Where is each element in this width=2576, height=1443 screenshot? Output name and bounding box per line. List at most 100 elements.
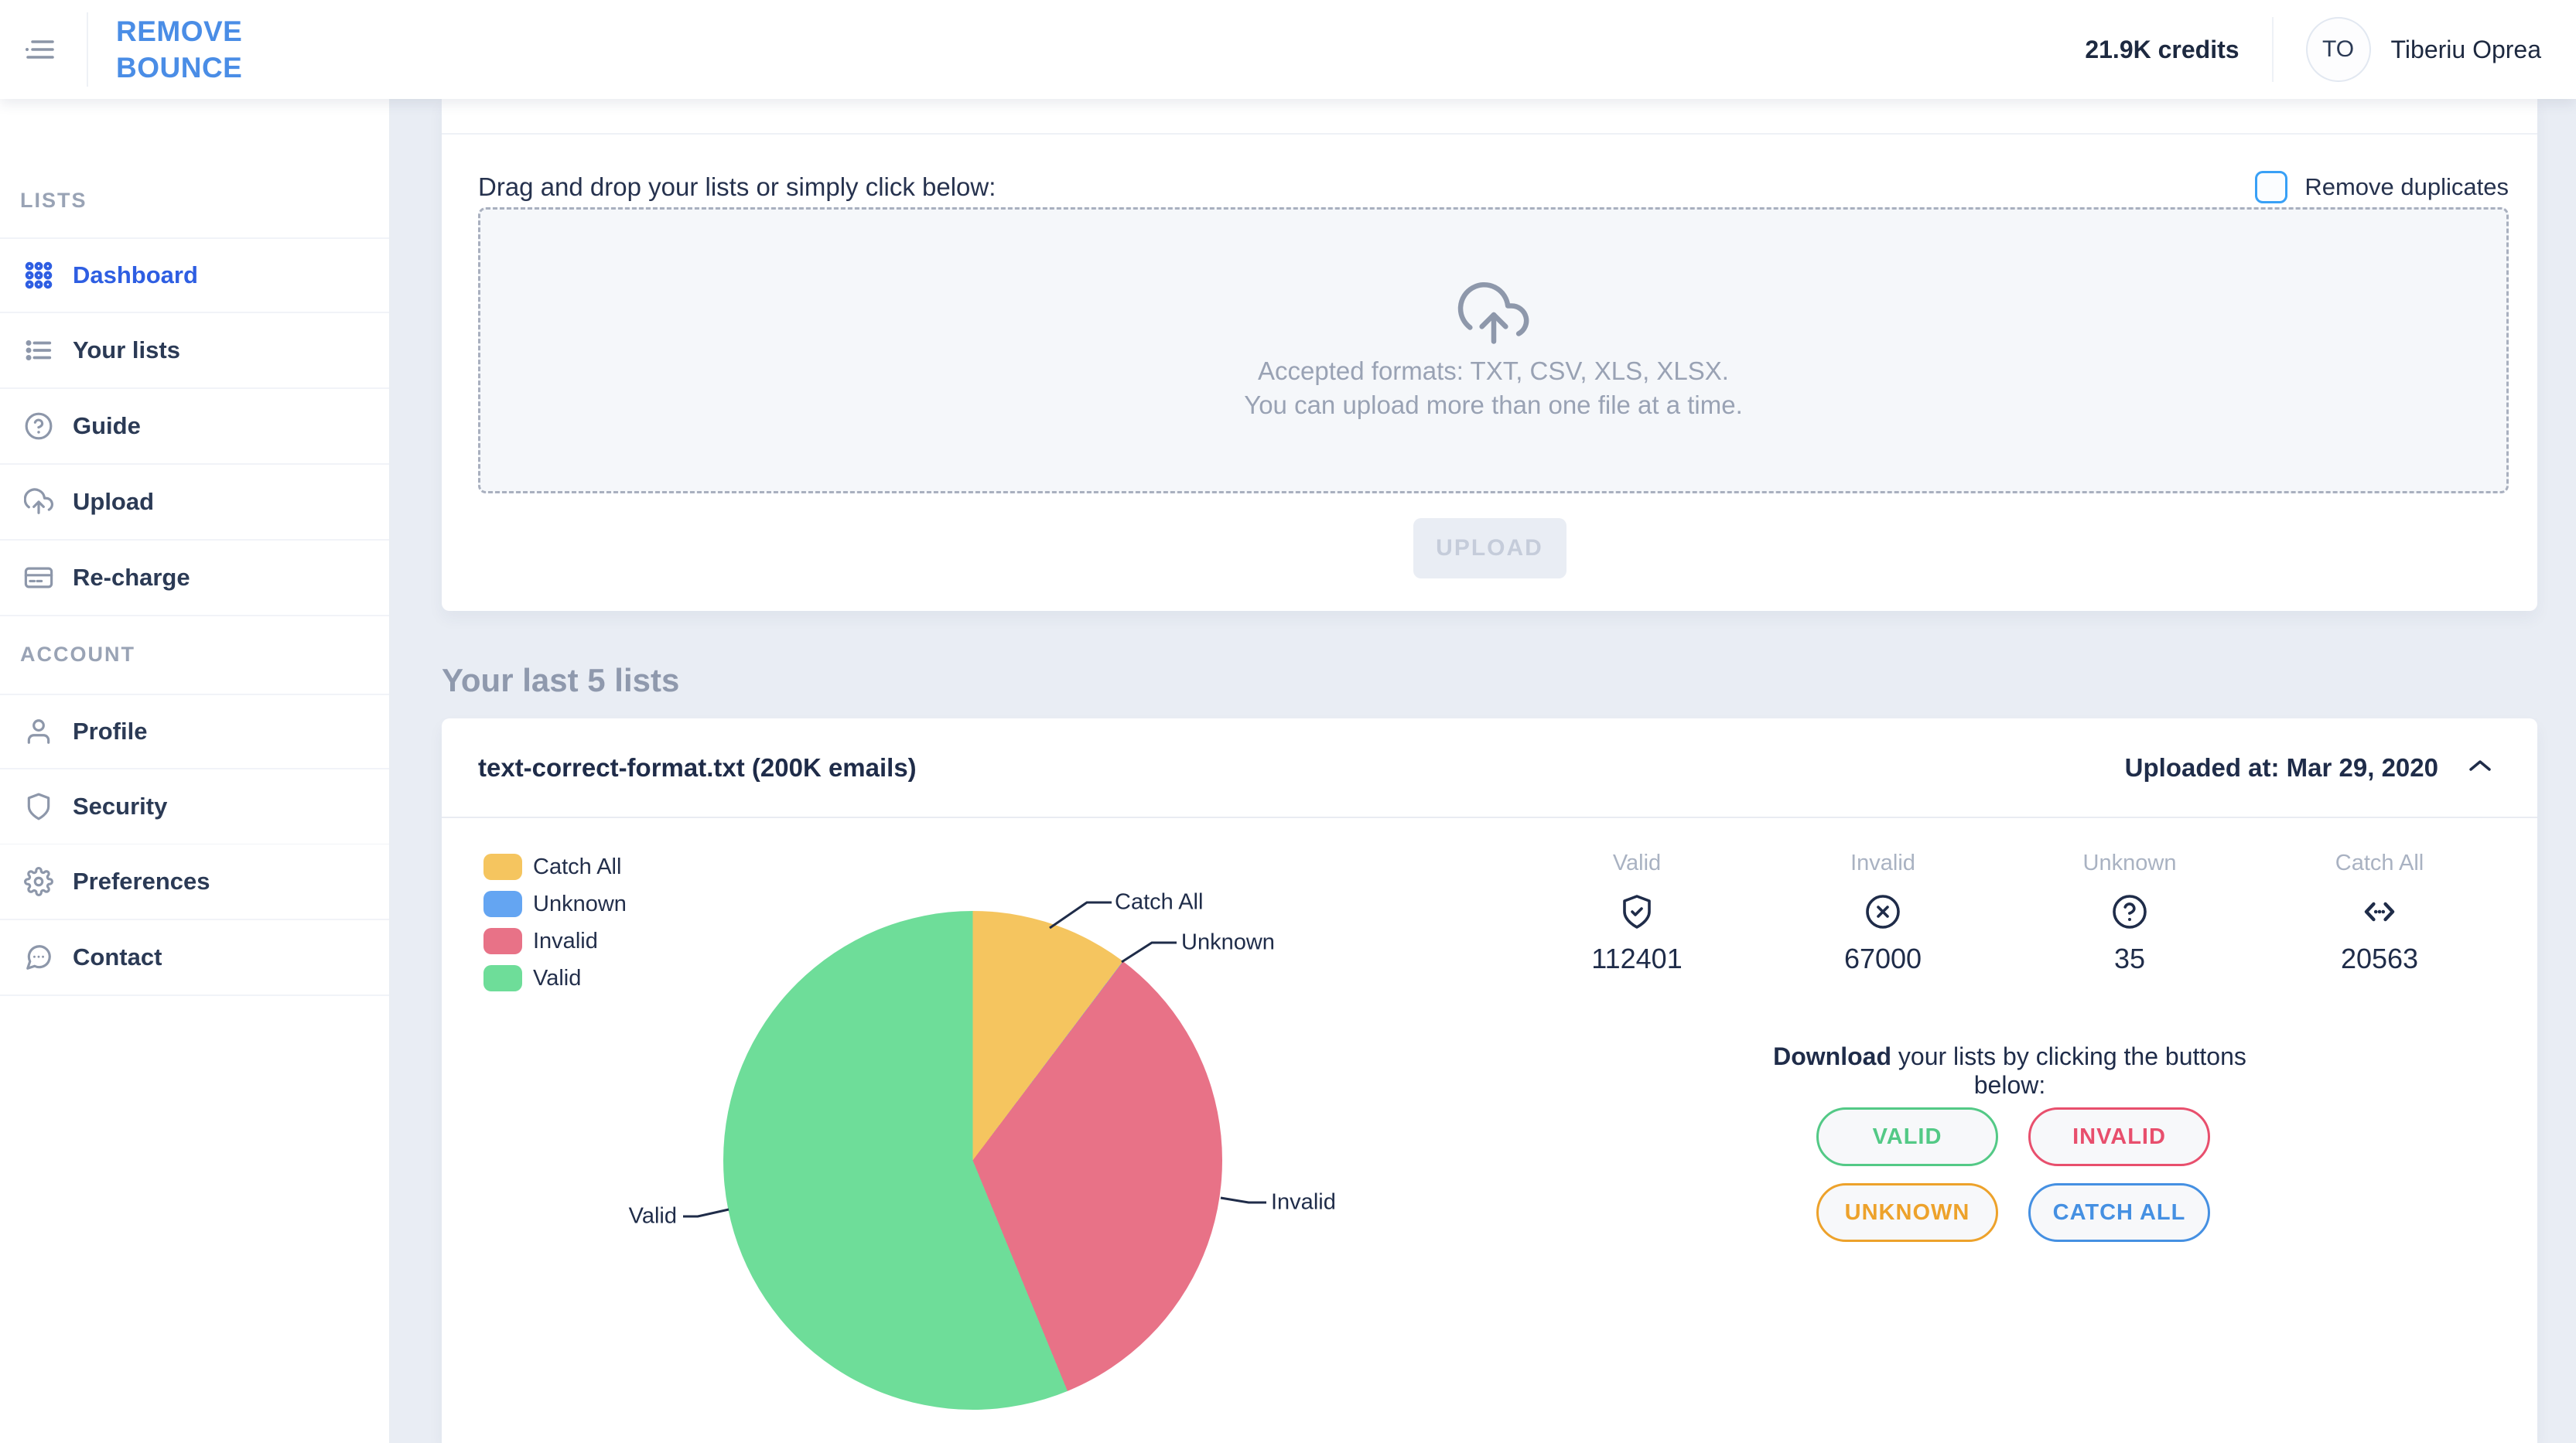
sidebar-item-recharge[interactable]: Re-charge [0, 541, 389, 616]
sidebar-item-label: Security [73, 793, 168, 820]
sidebar-item-label: Preferences [73, 868, 210, 895]
list-card-body: Catch All Unknown Invalid Valid [442, 820, 2537, 1443]
stat-label: Unknown [2082, 851, 2177, 875]
sidebar-item-label: Guide [73, 412, 141, 439]
remove-duplicates-checkbox[interactable] [2255, 171, 2288, 203]
stat-value: 20563 [2340, 943, 2419, 974]
legend-label: Unknown [533, 891, 627, 916]
pie-chart[interactable] [723, 911, 1222, 1410]
upload-cloud-icon [23, 486, 54, 517]
credit-card-icon [23, 562, 54, 593]
sidebar-item-your-lists[interactable]: Your lists [0, 313, 389, 389]
legend-label: Valid [533, 965, 582, 991]
legend-item-unknown: Unknown [483, 891, 627, 917]
multi-file-hint-text: You can upload more than one file at a t… [1244, 390, 1743, 419]
sidebar-item-security[interactable]: Security [0, 769, 389, 845]
remove-duplicates-label[interactable]: Remove duplicates [2304, 173, 2509, 200]
chart-legend: Catch All Unknown Invalid Valid [483, 854, 627, 1002]
list-card-header[interactable]: text-correct-format.txt (200K emails) Up… [442, 718, 2537, 818]
upload-instruction: Drag and drop your lists or simply click… [478, 172, 996, 201]
download-buttons: VALID INVALID UNKNOWN CATCH ALL [1816, 1107, 2210, 1242]
download-catch-all-button[interactable]: CATCH ALL [2028, 1183, 2210, 1242]
pie-label-valid: Valid [628, 1203, 677, 1229]
divider [2271, 17, 2274, 82]
credits-counter: 21.9K credits [2085, 35, 2239, 63]
legend-swatch-invalid [483, 928, 522, 954]
hamburger-menu-icon[interactable] [23, 36, 57, 67]
sidebar-item-label: Dashboard [73, 261, 198, 288]
sidebar-item-upload[interactable]: Upload [0, 465, 389, 541]
shield-icon [23, 791, 54, 822]
sidebar-section-lists: LISTS [20, 189, 87, 212]
upload-cloud-icon [1457, 279, 1531, 354]
question-circle-icon [23, 411, 54, 442]
shield-check-icon [1544, 892, 1730, 932]
avatar[interactable]: TO [2305, 17, 2371, 82]
stat-valid: Valid 112401 [1544, 851, 1730, 975]
pie-label-unknown: Unknown [1181, 930, 1275, 955]
stat-label: Catch All [2335, 851, 2424, 875]
accepted-formats-text: Accepted formats: TXT, CSV, XLS, XLSX. [1258, 356, 1729, 385]
sidebar-item-dashboard[interactable]: Dashboard [0, 237, 389, 313]
sidebar-section-account: ACCOUNT [20, 643, 135, 666]
list-icon [23, 335, 54, 366]
user-icon [23, 716, 54, 747]
logo-line1: REMOVE [116, 15, 243, 47]
sidebar-item-label: Upload [73, 488, 155, 515]
chevron-up-icon[interactable] [2468, 759, 2492, 776]
sidebar-item-contact[interactable]: Contact [0, 920, 389, 996]
chat-bubble-icon [23, 942, 54, 973]
stat-invalid: Invalid 67000 [1790, 851, 1976, 975]
upload-button[interactable]: UPLOAD [1413, 518, 1566, 578]
download-invalid-button[interactable]: INVALID [2028, 1107, 2210, 1166]
stat-label: Valid [1612, 851, 1662, 875]
legend-label: Catch All [533, 854, 622, 879]
legend-swatch-catch-all [483, 854, 522, 880]
upload-panel: Drag and drop your lists or simply click… [442, 99, 2537, 611]
download-unknown-button[interactable]: UNKNOWN [1816, 1183, 1998, 1242]
sidebar-item-profile[interactable]: Profile [0, 694, 389, 769]
pie-label-catch-all: Catch All [1115, 889, 1204, 915]
legend-item-valid: Valid [483, 965, 627, 991]
catch-all-icon [2287, 892, 2472, 932]
last-lists-heading: Your last 5 lists [442, 662, 680, 698]
legend-swatch-unknown [483, 891, 522, 917]
sidebar-item-label: Profile [73, 718, 148, 745]
dashboard-grid-icon [23, 260, 54, 291]
legend-item-invalid: Invalid [483, 928, 627, 954]
download-rest: your lists by clicking the buttons below… [1891, 1042, 2246, 1099]
divider [87, 12, 88, 87]
stat-value: 67000 [1843, 943, 1922, 974]
divider [442, 133, 2537, 135]
file-dropzone[interactable]: Accepted formats: TXT, CSV, XLS, XLSX. Y… [478, 207, 2509, 493]
stat-value: 35 [2113, 943, 2146, 974]
download-word: Download [1773, 1042, 1891, 1070]
pie-label-invalid: Invalid [1271, 1189, 1336, 1215]
legend-item-catch-all: Catch All [483, 854, 627, 880]
stat-unknown: Unknown 35 [2037, 851, 2222, 975]
sidebar-item-label: Contact [73, 943, 162, 971]
stat-catch-all: Catch All 20563 [2287, 851, 2472, 975]
stat-value: 112401 [1591, 943, 1683, 974]
sidebar-item-label: Re-charge [73, 564, 190, 591]
list-result-card: text-correct-format.txt (200K emails) Up… [442, 718, 2537, 1443]
top-header: REMOVE BOUNCE 21.9K credits TO Tiberiu O… [0, 0, 2576, 99]
legend-label: Invalid [533, 928, 598, 953]
remove-bounce-logo[interactable]: REMOVE BOUNCE [116, 13, 242, 86]
sidebar-item-guide[interactable]: Guide [0, 389, 389, 465]
question-circle-icon [2037, 892, 2222, 932]
x-circle-icon [1790, 892, 1976, 932]
file-name: text-correct-format.txt (200K emails) [478, 752, 917, 782]
logo-line2: BOUNCE [116, 52, 243, 84]
stat-label: Invalid [1850, 851, 1915, 875]
download-valid-button[interactable]: VALID [1816, 1107, 1998, 1166]
gear-icon [23, 866, 54, 897]
legend-swatch-valid [483, 965, 522, 991]
sidebar-item-label: Your lists [73, 336, 180, 363]
uploaded-at-text: Uploaded at: Mar 29, 2020 [2124, 752, 2438, 782]
download-lead-text: Download your lists by clicking the butt… [1739, 1042, 2280, 1100]
remove-duplicates-option[interactable]: Remove duplicates [2255, 171, 2509, 203]
user-name[interactable]: Tiberiu Oprea [2390, 35, 2541, 63]
sidebar-item-preferences[interactable]: Preferences [0, 844, 389, 920]
